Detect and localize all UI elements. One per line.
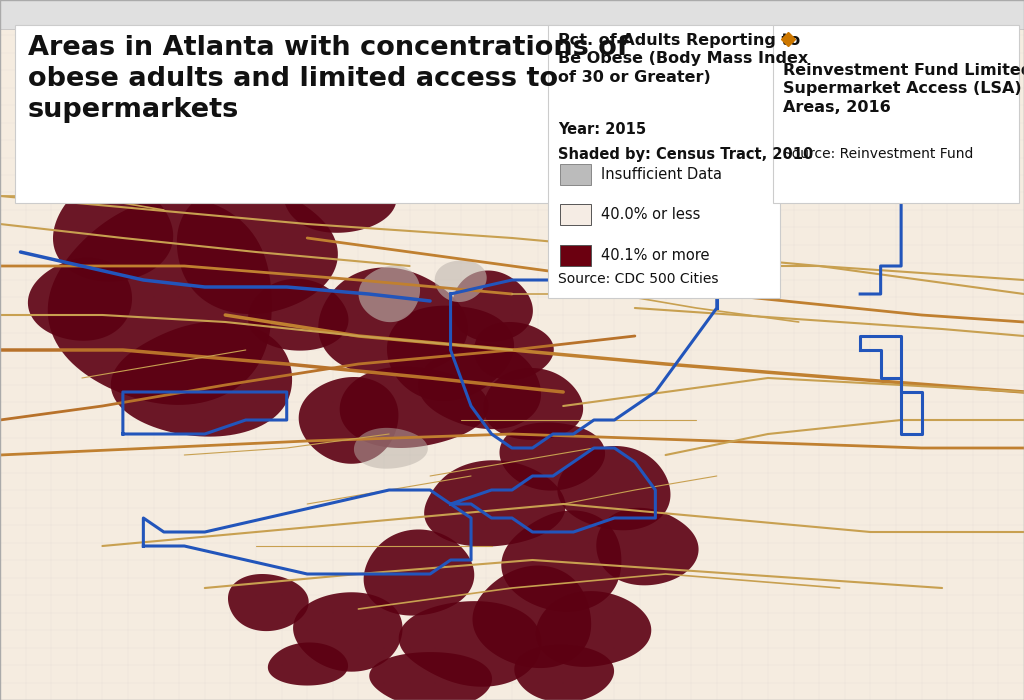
Polygon shape — [299, 377, 398, 464]
Polygon shape — [28, 258, 132, 341]
Text: Shaded by: Census Tract, 2010: Shaded by: Census Tract, 2010 — [558, 147, 813, 162]
Text: 40.1% or more: 40.1% or more — [601, 248, 710, 263]
Text: Insufficient Data: Insufficient Data — [601, 167, 722, 182]
Polygon shape — [318, 267, 468, 375]
Text: Reinvestment Fund Limited
Supermarket Access (LSA)
Areas, 2016: Reinvestment Fund Limited Supermarket Ac… — [783, 63, 1024, 115]
Polygon shape — [472, 566, 591, 668]
Polygon shape — [358, 265, 420, 322]
Polygon shape — [284, 156, 396, 233]
Polygon shape — [424, 461, 565, 547]
Text: Areas in Atlanta with concentrations of
obese adults and limited access to
super: Areas in Atlanta with concentrations of … — [28, 35, 629, 123]
Polygon shape — [514, 645, 614, 700]
Bar — [773, 25, 1019, 203]
Polygon shape — [111, 321, 292, 437]
Polygon shape — [354, 428, 428, 469]
Polygon shape — [177, 184, 338, 314]
Bar — [560, 164, 591, 185]
Polygon shape — [502, 510, 622, 612]
Polygon shape — [387, 306, 514, 401]
Text: Source: CDC 500 Cities: Source: CDC 500 Cities — [558, 272, 719, 286]
Polygon shape — [500, 423, 605, 491]
Polygon shape — [364, 529, 474, 615]
Bar — [15, 25, 558, 203]
Polygon shape — [596, 508, 698, 585]
Polygon shape — [483, 368, 583, 440]
Text: Source: Reinvestment Fund: Source: Reinvestment Fund — [783, 147, 974, 161]
Bar — [560, 204, 591, 225]
Text: Year: 2015: Year: 2015 — [558, 122, 646, 137]
Polygon shape — [340, 367, 488, 448]
Polygon shape — [536, 591, 651, 667]
Polygon shape — [228, 574, 308, 631]
Polygon shape — [452, 270, 532, 342]
Polygon shape — [418, 344, 541, 429]
Text: 40.0% or less: 40.0% or less — [601, 207, 700, 223]
Text: Pct. of Adults Reporting to
Be Obese (Body Mass Index
of 30 or Greater): Pct. of Adults Reporting to Be Obese (Bo… — [558, 33, 808, 85]
Bar — [0, 0, 1024, 29]
Bar — [548, 25, 780, 298]
Polygon shape — [398, 601, 542, 687]
Polygon shape — [248, 279, 348, 351]
Polygon shape — [557, 446, 671, 531]
Polygon shape — [370, 652, 493, 700]
Polygon shape — [293, 592, 402, 672]
Polygon shape — [474, 322, 554, 380]
Polygon shape — [48, 197, 271, 405]
Polygon shape — [53, 181, 173, 281]
Polygon shape — [376, 146, 461, 201]
Polygon shape — [435, 260, 486, 302]
Bar — [560, 245, 591, 266]
Polygon shape — [268, 643, 348, 685]
